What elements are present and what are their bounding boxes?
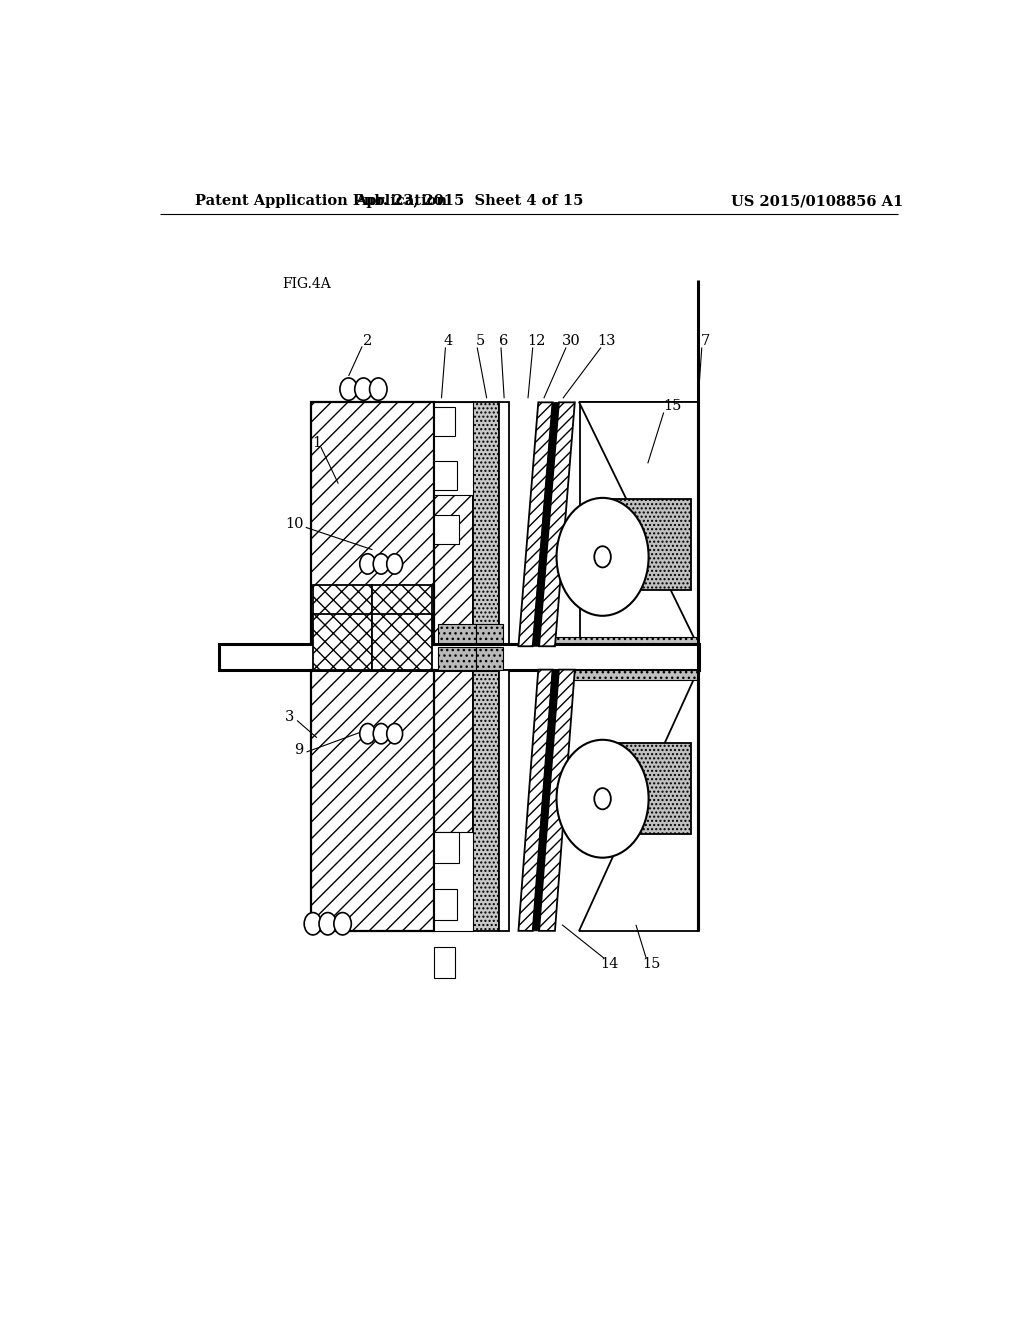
Polygon shape	[532, 669, 559, 931]
Text: 7: 7	[701, 334, 711, 348]
Text: 13: 13	[597, 334, 615, 348]
Text: 1: 1	[312, 436, 322, 450]
Bar	[310, 403, 433, 647]
Bar	[219, 644, 699, 669]
Bar	[373, 614, 432, 669]
Polygon shape	[518, 669, 553, 931]
Circle shape	[556, 498, 648, 615]
Bar	[310, 403, 433, 647]
Circle shape	[340, 378, 357, 400]
Bar	[433, 832, 473, 931]
Polygon shape	[539, 669, 574, 931]
Circle shape	[556, 739, 648, 858]
Text: FIG.4A: FIG.4A	[283, 277, 332, 292]
Bar	[539, 636, 697, 647]
Bar	[500, 669, 509, 931]
Bar	[433, 403, 473, 495]
Bar	[433, 461, 458, 490]
Text: 9: 9	[294, 743, 303, 756]
Polygon shape	[532, 403, 559, 647]
Circle shape	[359, 723, 376, 744]
Bar	[473, 669, 500, 931]
Text: 30: 30	[561, 334, 581, 348]
Bar	[500, 403, 509, 647]
Text: 15: 15	[643, 957, 660, 972]
Text: 3: 3	[286, 710, 295, 725]
Bar	[310, 669, 433, 931]
Bar	[433, 832, 460, 863]
Bar	[433, 669, 473, 931]
Circle shape	[387, 554, 402, 574]
Bar	[433, 515, 460, 544]
Bar	[313, 614, 373, 669]
Circle shape	[373, 723, 389, 744]
Text: Patent Application Publication: Patent Application Publication	[196, 194, 447, 209]
Bar	[433, 946, 456, 978]
Polygon shape	[579, 669, 697, 931]
Text: Apr. 23, 2015  Sheet 4 of 15: Apr. 23, 2015 Sheet 4 of 15	[355, 194, 584, 209]
Bar	[373, 585, 432, 647]
Circle shape	[359, 554, 376, 574]
Text: 12: 12	[527, 334, 546, 348]
Bar	[604, 743, 691, 834]
Polygon shape	[539, 403, 574, 647]
Bar	[475, 647, 504, 669]
Circle shape	[387, 723, 402, 744]
Bar	[433, 407, 456, 437]
Bar	[433, 890, 458, 920]
Circle shape	[334, 912, 351, 935]
Circle shape	[304, 912, 322, 935]
Text: 5: 5	[476, 334, 485, 348]
Bar	[604, 499, 691, 590]
Bar	[437, 624, 475, 647]
Circle shape	[319, 912, 337, 935]
Circle shape	[370, 378, 387, 400]
Bar	[539, 669, 697, 680]
Circle shape	[594, 788, 611, 809]
Bar	[433, 403, 473, 647]
Text: 15: 15	[664, 400, 682, 413]
Bar	[473, 403, 500, 647]
Text: 4: 4	[444, 334, 454, 348]
Circle shape	[354, 378, 372, 400]
Text: 6: 6	[499, 334, 508, 348]
Circle shape	[373, 554, 389, 574]
Bar	[437, 647, 475, 669]
Polygon shape	[581, 403, 697, 647]
Polygon shape	[518, 403, 553, 647]
Polygon shape	[579, 403, 697, 647]
Text: 2: 2	[364, 334, 373, 348]
Bar	[310, 669, 433, 931]
Text: US 2015/0108856 A1: US 2015/0108856 A1	[731, 194, 903, 209]
Bar	[313, 585, 373, 647]
Text: 10: 10	[286, 517, 304, 532]
Text: 14: 14	[600, 957, 618, 972]
Bar	[475, 624, 504, 647]
Circle shape	[594, 546, 611, 568]
